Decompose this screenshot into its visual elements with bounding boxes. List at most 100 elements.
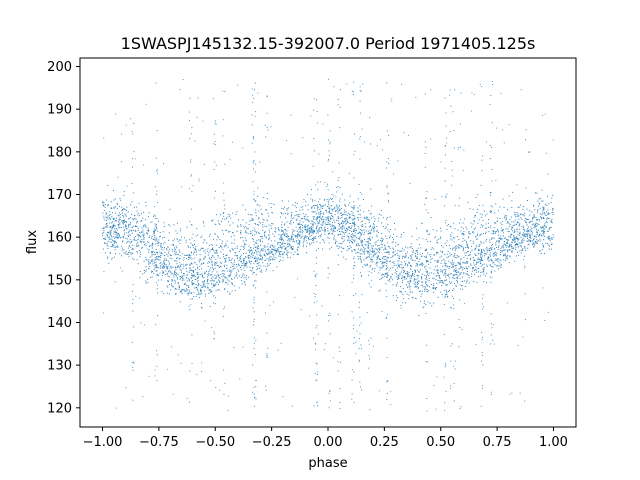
- data-point: [352, 237, 354, 239]
- data-point: [222, 218, 224, 220]
- data-point: [535, 225, 537, 227]
- data-point: [533, 215, 535, 217]
- data-point: [154, 259, 156, 261]
- data-point: [436, 271, 438, 273]
- data-point: [500, 264, 502, 266]
- data-point: [286, 235, 287, 237]
- data-point: [278, 247, 280, 249]
- data-point: [247, 233, 249, 235]
- data-point: [432, 229, 434, 231]
- data-point: [264, 245, 266, 247]
- data-point: [301, 232, 303, 234]
- data-point: [203, 163, 205, 165]
- data-point: [278, 228, 280, 230]
- data-point: [353, 223, 355, 225]
- data-point: [407, 274, 409, 276]
- data-point: [361, 250, 363, 252]
- data-point: [538, 235, 540, 237]
- data-point: [251, 219, 253, 221]
- data-point: [252, 181, 254, 183]
- data-point: [240, 261, 242, 263]
- data-point: [115, 242, 117, 244]
- data-point: [389, 247, 391, 249]
- data-point: [255, 386, 257, 388]
- data-point: [512, 241, 513, 243]
- data-point: [406, 278, 408, 280]
- data-point: [229, 271, 231, 273]
- data-point: [357, 217, 359, 219]
- data-point: [420, 262, 422, 264]
- data-point: [416, 269, 418, 271]
- data-point: [176, 222, 178, 224]
- data-point: [545, 242, 547, 244]
- data-point: [489, 248, 491, 250]
- data-point: [307, 225, 309, 227]
- data-point: [459, 245, 461, 247]
- data-point: [418, 260, 420, 262]
- data-point: [311, 228, 313, 230]
- data-point: [223, 369, 225, 371]
- data-point: [249, 261, 251, 262]
- data-point: [278, 250, 280, 252]
- data-point: [210, 259, 212, 261]
- data-point: [409, 277, 411, 279]
- data-point: [255, 163, 257, 165]
- data-point: [139, 231, 141, 233]
- data-point: [518, 254, 520, 256]
- data-point: [238, 287, 240, 289]
- data-point: [452, 266, 454, 268]
- data-point: [342, 232, 344, 234]
- data-point: [221, 276, 223, 278]
- data-point: [316, 227, 318, 229]
- data-point: [349, 217, 351, 219]
- data-point: [223, 393, 225, 395]
- data-point: [173, 276, 175, 278]
- data-point: [500, 238, 502, 240]
- data-point: [321, 229, 323, 231]
- data-point: [128, 247, 129, 249]
- data-point: [516, 251, 518, 253]
- data-point: [152, 259, 154, 261]
- data-point: [242, 273, 244, 275]
- data-point: [368, 238, 370, 240]
- data-point: [374, 268, 376, 269]
- data-point: [312, 216, 314, 218]
- data-point: [368, 355, 370, 357]
- data-point: [210, 380, 212, 382]
- data-point: [353, 295, 355, 297]
- data-point: [405, 273, 407, 275]
- data-point: [529, 239, 531, 241]
- data-point: [294, 235, 296, 237]
- data-point: [296, 250, 298, 252]
- data-point: [332, 201, 334, 203]
- data-point: [281, 229, 283, 231]
- data-point: [315, 213, 317, 215]
- data-point: [542, 209, 544, 211]
- data-point: [466, 252, 468, 254]
- data-point: [305, 219, 307, 221]
- data-point: [361, 128, 363, 130]
- data-point: [127, 211, 129, 213]
- data-point: [121, 249, 123, 251]
- data-point: [290, 153, 292, 155]
- data-point: [427, 301, 429, 303]
- data-point: [223, 256, 225, 258]
- data-point: [472, 223, 474, 225]
- data-point: [267, 253, 269, 255]
- data-point: [445, 220, 447, 222]
- data-point: [463, 256, 465, 258]
- data-point: [358, 214, 360, 216]
- data-point: [506, 241, 508, 243]
- data-point: [145, 270, 147, 272]
- data-point: [276, 250, 277, 252]
- data-point: [454, 204, 456, 206]
- data-point: [211, 274, 213, 276]
- data-point: [316, 225, 318, 227]
- data-point: [236, 266, 238, 268]
- data-point: [270, 126, 272, 128]
- data-point: [427, 285, 429, 287]
- data-point: [369, 238, 371, 240]
- data-point: [254, 354, 256, 356]
- data-point: [508, 246, 510, 248]
- data-point: [495, 260, 497, 262]
